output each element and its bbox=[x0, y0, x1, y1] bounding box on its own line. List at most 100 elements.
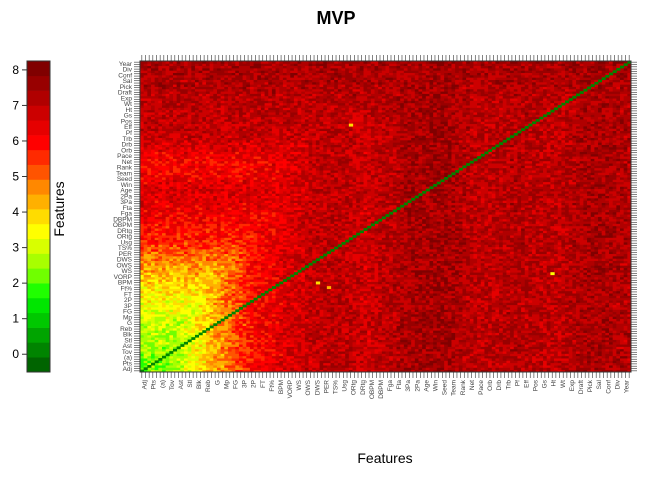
heatmap-cell bbox=[268, 293, 273, 296]
heatmap-cell bbox=[572, 297, 577, 301]
heatmap-cell bbox=[253, 320, 258, 324]
heatmap-cell bbox=[180, 330, 185, 333]
heatmap-cell bbox=[220, 330, 225, 333]
heatmap-cell bbox=[598, 330, 603, 333]
heatmap-cell bbox=[268, 344, 273, 347]
heatmap-cell bbox=[345, 325, 350, 329]
heatmap-cell bbox=[491, 339, 496, 343]
heatmap-cell bbox=[466, 313, 471, 317]
heatmap-cell bbox=[568, 304, 573, 308]
heatmap-cell bbox=[400, 288, 405, 292]
heatmap-cell bbox=[524, 313, 529, 317]
heatmap-cell bbox=[462, 358, 467, 361]
heatmap-cell bbox=[202, 316, 207, 320]
heatmap-cell bbox=[304, 353, 309, 357]
heatmap-cell bbox=[587, 360, 592, 364]
heatmap-cell bbox=[403, 304, 408, 308]
heatmap-cell bbox=[495, 286, 500, 289]
legend-swatch bbox=[27, 238, 50, 254]
heatmap-cell bbox=[447, 362, 452, 366]
heatmap-cell bbox=[286, 286, 291, 289]
heatmap-cell bbox=[601, 344, 606, 347]
heatmap-cell bbox=[235, 334, 240, 338]
heatmap-cell bbox=[499, 367, 504, 371]
heatmap-cell bbox=[510, 337, 515, 340]
heatmap-cell bbox=[543, 320, 548, 324]
heatmap-cell bbox=[568, 369, 573, 373]
heatmap-cell bbox=[554, 358, 559, 361]
heatmap-cell bbox=[543, 369, 548, 373]
heatmap-cell bbox=[315, 367, 320, 371]
heatmap-cell bbox=[169, 358, 174, 361]
heatmap-cell bbox=[337, 344, 342, 347]
heatmap-cell bbox=[231, 307, 236, 310]
heatmap-cell bbox=[242, 295, 247, 299]
heatmap-cell bbox=[220, 339, 225, 343]
heatmap-cell bbox=[216, 358, 222, 361]
heatmap-cell bbox=[334, 288, 339, 292]
heatmap-cell bbox=[506, 334, 511, 338]
heatmap-cell bbox=[143, 300, 148, 303]
heatmap-cell bbox=[359, 293, 364, 296]
heatmap-cell bbox=[290, 316, 295, 320]
heatmap-cell bbox=[502, 325, 507, 329]
heatmap-cell bbox=[539, 360, 544, 364]
heatmap-cell bbox=[257, 300, 262, 303]
heatmap-cell bbox=[627, 323, 632, 326]
heatmap-cell bbox=[378, 346, 383, 350]
heatmap-cell bbox=[202, 339, 207, 343]
heatmap-cell bbox=[374, 295, 379, 299]
heatmap-cell bbox=[367, 367, 372, 371]
heatmap-cell bbox=[147, 304, 152, 308]
heatmap-cell bbox=[367, 330, 372, 333]
heatmap-cell bbox=[532, 325, 537, 329]
heatmap-cell bbox=[231, 297, 236, 301]
heatmap-cell bbox=[356, 323, 361, 326]
heatmap-cell bbox=[444, 304, 449, 308]
heatmap-cell bbox=[304, 362, 309, 366]
heatmap-cell bbox=[429, 320, 434, 324]
heatmap-cell bbox=[550, 367, 555, 371]
heatmap-cell bbox=[455, 348, 460, 352]
heatmap-cell bbox=[341, 358, 346, 361]
heatmap-cell bbox=[264, 346, 269, 350]
heatmap-cell bbox=[407, 290, 412, 294]
heatmap-cell bbox=[227, 327, 232, 331]
heatmap-cell bbox=[425, 318, 430, 322]
heatmap-cell bbox=[455, 288, 460, 292]
heatmap-cell bbox=[513, 293, 518, 296]
heatmap-cell bbox=[506, 337, 511, 340]
heatmap-cell bbox=[422, 334, 427, 338]
heatmap-cell bbox=[275, 346, 280, 350]
heatmap-cell bbox=[565, 307, 570, 310]
heatmap-cell bbox=[447, 339, 452, 343]
heatmap-cell bbox=[172, 365, 178, 368]
heatmap-cell bbox=[381, 313, 386, 317]
heatmap-cell bbox=[462, 286, 467, 289]
heatmap-cell bbox=[191, 334, 196, 338]
heatmap-cell bbox=[587, 300, 592, 303]
heatmap-cell bbox=[455, 332, 460, 336]
heatmap-cell bbox=[620, 302, 625, 306]
heatmap-cell bbox=[550, 325, 555, 329]
heatmap-cell bbox=[491, 302, 496, 306]
heatmap-cell bbox=[227, 316, 232, 320]
heatmap-cell bbox=[293, 318, 298, 322]
heatmap-cell bbox=[161, 346, 167, 350]
heatmap-cell bbox=[246, 313, 251, 317]
heatmap-cell bbox=[396, 288, 401, 292]
heatmap-cell bbox=[381, 339, 386, 343]
heatmap-cell bbox=[502, 313, 507, 317]
heatmap-cell bbox=[620, 344, 625, 347]
heatmap-cell bbox=[290, 334, 295, 338]
heatmap-cell bbox=[466, 344, 471, 347]
heatmap-cell bbox=[495, 369, 500, 373]
heatmap-cell bbox=[246, 316, 251, 320]
heatmap-cell bbox=[154, 346, 159, 350]
heatmap-cell bbox=[172, 288, 178, 292]
heatmap-cell bbox=[623, 334, 628, 338]
heatmap-cell bbox=[275, 323, 280, 326]
heatmap-cell bbox=[396, 311, 401, 315]
heatmap-cell bbox=[315, 334, 320, 338]
heatmap-cell bbox=[612, 365, 617, 368]
